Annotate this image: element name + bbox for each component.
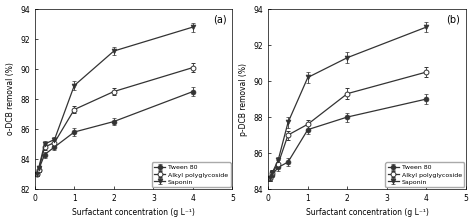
Legend: Tween 80, Alkyl polyglycoside, Saponin: Tween 80, Alkyl polyglycoside, Saponin <box>152 162 231 187</box>
Y-axis label: o-DCB removal (%): o-DCB removal (%) <box>6 63 15 136</box>
Y-axis label: p-DCB removal (%): p-DCB removal (%) <box>239 62 248 136</box>
Legend: Tween 80, Alkyl polyglycoside, Saponin: Tween 80, Alkyl polyglycoside, Saponin <box>385 162 464 187</box>
Text: (b): (b) <box>446 14 460 25</box>
Text: (a): (a) <box>213 14 227 25</box>
X-axis label: Surfactant concentration (g L⁻¹): Surfactant concentration (g L⁻¹) <box>306 209 428 217</box>
X-axis label: Surfactant concentration (g L⁻¹): Surfactant concentration (g L⁻¹) <box>72 209 195 217</box>
